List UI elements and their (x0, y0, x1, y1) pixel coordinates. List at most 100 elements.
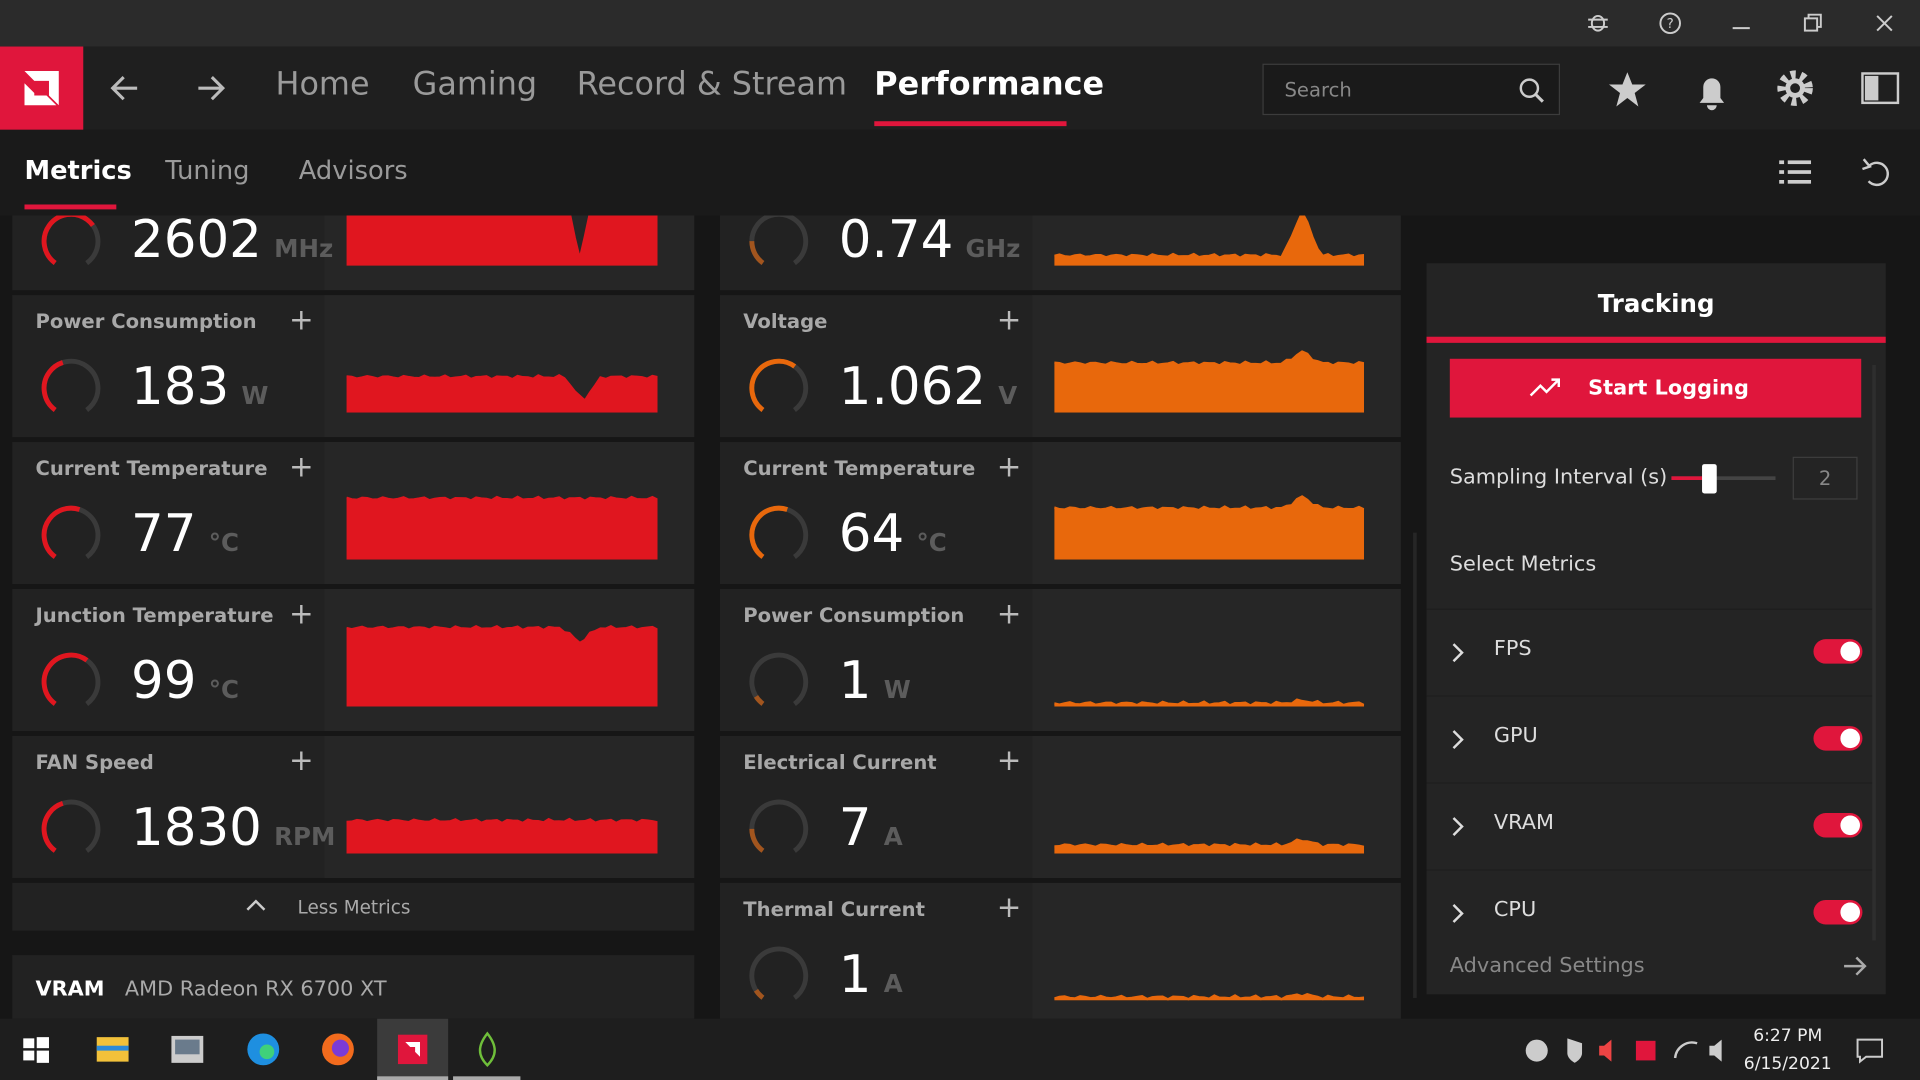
gauge (41, 505, 101, 565)
clock-time[interactable]: 6:27 PM (1753, 1026, 1823, 1046)
start-logging-label: Start Logging (1588, 375, 1749, 401)
search-box[interactable]: Search (1262, 63, 1560, 116)
start-logging-button[interactable]: Start Logging (1449, 358, 1862, 418)
add-button[interactable]: + (996, 449, 1022, 484)
scrollbar (1413, 532, 1417, 998)
less-metrics-label: Less Metrics (297, 896, 411, 919)
tracking-title: Tracking (1597, 288, 1715, 319)
sparkline-area (1054, 699, 1365, 707)
advanced-settings[interactable]: Advanced Settings (1449, 953, 1645, 979)
metric-reading: 183 W (131, 356, 268, 416)
metric-unit: RPM (274, 821, 336, 852)
chevron (1452, 730, 1464, 750)
amd-logo[interactable] (0, 46, 84, 130)
toggle[interactable] (1813, 813, 1863, 838)
nav-tab[interactable]: Home (275, 66, 370, 103)
sub-tab[interactable]: Advisors (298, 155, 408, 185)
metric-toggle-row[interactable]: CPU (1426, 869, 1874, 956)
metric-reading: 2602 MHz (131, 216, 333, 270)
metric-unit: A (883, 968, 903, 998)
expand-chevron (1452, 643, 1464, 663)
sparkline-line (346, 374, 658, 403)
metric-value: 1 (838, 944, 872, 1005)
add-button[interactable]: + (996, 743, 1022, 778)
gauge-track (749, 946, 809, 1006)
gauge (41, 799, 101, 859)
gauge-arc (749, 505, 809, 565)
sparkline-area (1054, 351, 1365, 413)
metric-reading: 1.062 V (839, 356, 1017, 416)
chart-panel (1032, 215, 1401, 291)
sparkline-area (346, 375, 658, 413)
advanced-arrow[interactable] (1842, 954, 1869, 978)
gauge (41, 215, 101, 271)
vram-card: VRAM AMD Radeon RX 6700 XT (12, 955, 695, 1019)
sparkline (346, 374, 658, 413)
metric-value: 7 (838, 797, 872, 858)
expand-chevron (1452, 904, 1464, 923)
gauge (41, 652, 101, 712)
sub-tab[interactable]: Tuning (165, 155, 250, 185)
sparkline (1054, 838, 1365, 854)
metric-toggle-row[interactable]: VRAM (1426, 782, 1874, 869)
add-button[interactable]: + (288, 302, 314, 337)
nav-tab-active[interactable]: Performance (874, 66, 1105, 103)
metric-value: 99 (131, 650, 197, 711)
metric-card: Current Temperature +64 °C (720, 442, 1401, 585)
metric-card: Electrical Current +7 A (720, 735, 1401, 878)
sparkline-line (346, 624, 658, 645)
toggle[interactable] (1813, 639, 1863, 664)
add-button[interactable]: + (288, 449, 314, 484)
metric-value: 77 (131, 503, 197, 564)
metric-toggle-label: GPU (1493, 723, 1538, 749)
metric-card: Thermal Current +1 A (720, 882, 1401, 1019)
taskbar-icons[interactable] (0, 1019, 539, 1080)
add-button[interactable]: + (996, 302, 1022, 337)
vram-name: AMD Radeon RX 6700 XT (124, 977, 387, 1002)
metric-value: 1830 (131, 797, 262, 858)
expand-chevron (1452, 817, 1464, 836)
nav-tab[interactable]: Gaming (412, 66, 538, 103)
slider-track[interactable] (1671, 476, 1776, 480)
add-button[interactable]: + (996, 596, 1022, 631)
add-button[interactable]: + (288, 596, 314, 631)
clock-date[interactable]: 6/15/2021 (1743, 1054, 1832, 1074)
sparkline (346, 215, 658, 266)
add-button[interactable]: + (288, 743, 314, 778)
metric-name: Current Temperature (35, 456, 268, 480)
gauge (749, 652, 809, 712)
metric-reading: 77 °C (131, 503, 239, 563)
nav-icons[interactable] (1604, 66, 1904, 113)
view-icons[interactable] (1776, 154, 1898, 191)
sparkline (346, 817, 658, 854)
tab-underline (874, 121, 1067, 127)
sparkline (346, 495, 658, 560)
sampling-input[interactable]: 2 (1792, 456, 1858, 500)
metric-card: Voltage +1.062 V (720, 295, 1401, 438)
toggle[interactable] (1813, 900, 1863, 925)
sparkline-area (1054, 496, 1365, 560)
gauge-arc (749, 215, 809, 271)
add-button[interactable]: + (996, 890, 1022, 925)
metric-toggle-row[interactable]: FPS (1426, 608, 1874, 696)
sparkline-line (1054, 350, 1365, 367)
nav-tab[interactable]: Record & Stream (576, 66, 848, 103)
metric-name: Voltage (743, 309, 828, 334)
notifications[interactable] (1854, 1036, 1886, 1065)
gauge (749, 215, 809, 271)
metric-toggle-label: CPU (1493, 897, 1537, 923)
tray-icons[interactable] (1518, 1033, 1738, 1067)
gauge (41, 358, 101, 418)
sparkline-area (346, 626, 658, 707)
metric-card: FAN Speed +1830 RPM (12, 735, 695, 878)
nav-arrows[interactable] (105, 69, 240, 108)
less-metrics[interactable]: Less Metrics (12, 882, 695, 931)
slider-thumb[interactable] (1702, 464, 1717, 494)
expand-chevron (1452, 730, 1464, 750)
sub-tab-active[interactable]: Metrics (24, 155, 132, 185)
metric-toggle-row[interactable]: GPU (1426, 695, 1874, 783)
toggle[interactable] (1813, 726, 1863, 751)
gauge (749, 946, 809, 1006)
gauge (749, 505, 809, 565)
metric-value: 1.062 (838, 356, 987, 417)
